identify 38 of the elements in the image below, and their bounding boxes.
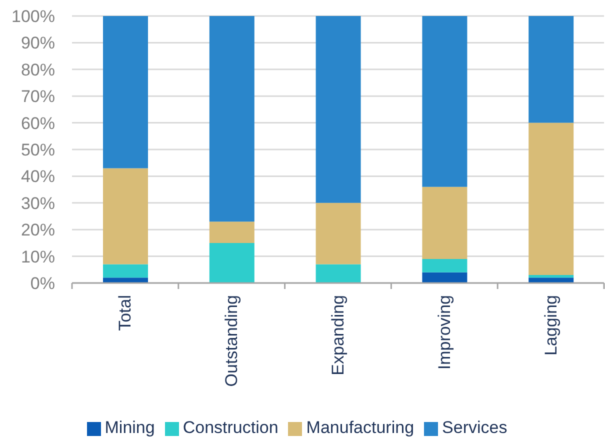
bar — [422, 186, 468, 259]
y-tick-label: 80% — [20, 60, 55, 80]
legend-label: Construction — [182, 418, 278, 437]
bar — [103, 278, 148, 283]
bar — [422, 272, 468, 283]
x-tick-label: Total — [116, 295, 135, 331]
bar — [528, 16, 574, 123]
legend-label: Mining — [104, 418, 155, 437]
y-tick-label: 50% — [20, 140, 55, 160]
y-tick-label: 70% — [20, 87, 55, 106]
y-tick-label: 90% — [20, 34, 55, 53]
legend-label: Manufacturing — [306, 418, 414, 437]
x-tick-label: Improving — [434, 295, 454, 370]
bar — [528, 122, 574, 275]
x-tick-label: Lagging — [541, 295, 560, 356]
y-tick-label: 0% — [30, 274, 55, 294]
bar — [316, 16, 361, 203]
x-tick-label: Expanding — [328, 295, 348, 376]
bar — [103, 168, 148, 264]
bar — [209, 16, 254, 222]
bar — [422, 258, 468, 272]
bar — [209, 242, 254, 283]
bar — [209, 222, 254, 243]
bar — [528, 278, 574, 283]
bar — [103, 264, 148, 278]
bar — [422, 16, 468, 187]
bar — [316, 264, 361, 283]
y-tick-label: 100% — [12, 7, 55, 26]
legend-label: Services — [442, 418, 508, 437]
y-tick-label: 10% — [20, 247, 55, 266]
y-tick-label: 30% — [20, 194, 55, 213]
x-tick-label: Outstanding — [222, 295, 242, 387]
bar — [528, 274, 574, 278]
bar — [103, 16, 148, 168]
y-tick-label: 60% — [20, 114, 55, 133]
y-tick-label: 40% — [20, 167, 55, 186]
bar — [316, 202, 361, 264]
y-tick-label: 20% — [20, 220, 55, 240]
